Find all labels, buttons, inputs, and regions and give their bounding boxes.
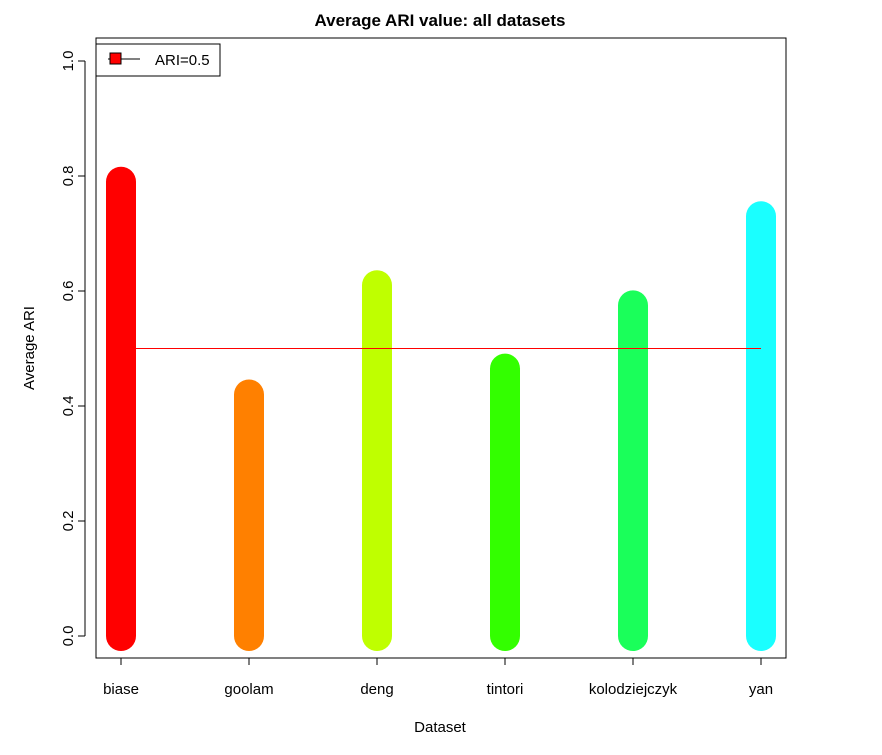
y-tick-label: 0.4 [60, 396, 77, 417]
chart-title: Average ARI value: all datasets [314, 11, 565, 30]
y-tick-label: 0.6 [60, 281, 77, 302]
legend-label: ARI=0.5 [155, 52, 210, 69]
y-tick-label: 0.8 [60, 166, 77, 187]
legend: ARI=0.5 [95, 43, 221, 77]
x-tick-label-biase: biase [103, 681, 139, 698]
x-tick-label-goolam: goolam [224, 681, 273, 698]
y-axis-label: Average ARI [21, 306, 38, 390]
legend-marker-icon [109, 52, 122, 65]
x-tick-label-deng: deng [360, 681, 393, 698]
x-axis: biase goolam deng tintori kolodziejczyk yan [103, 657, 773, 698]
bars-group [106, 166, 776, 651]
x-axis-label: Dataset [414, 719, 467, 736]
y-tick-label: 0.0 [60, 626, 77, 647]
x-tick-label-kolodziejczyk: kolodziejczyk [589, 681, 678, 698]
y-tick-label: 1.0 [60, 51, 77, 72]
y-axis: 0.0 0.2 0.4 0.6 0.8 1.0 [60, 51, 86, 647]
x-tick-label-yan: yan [749, 681, 773, 698]
x-tick-label-tintori: tintori [487, 681, 524, 698]
y-tick-label: 0.2 [60, 511, 77, 532]
